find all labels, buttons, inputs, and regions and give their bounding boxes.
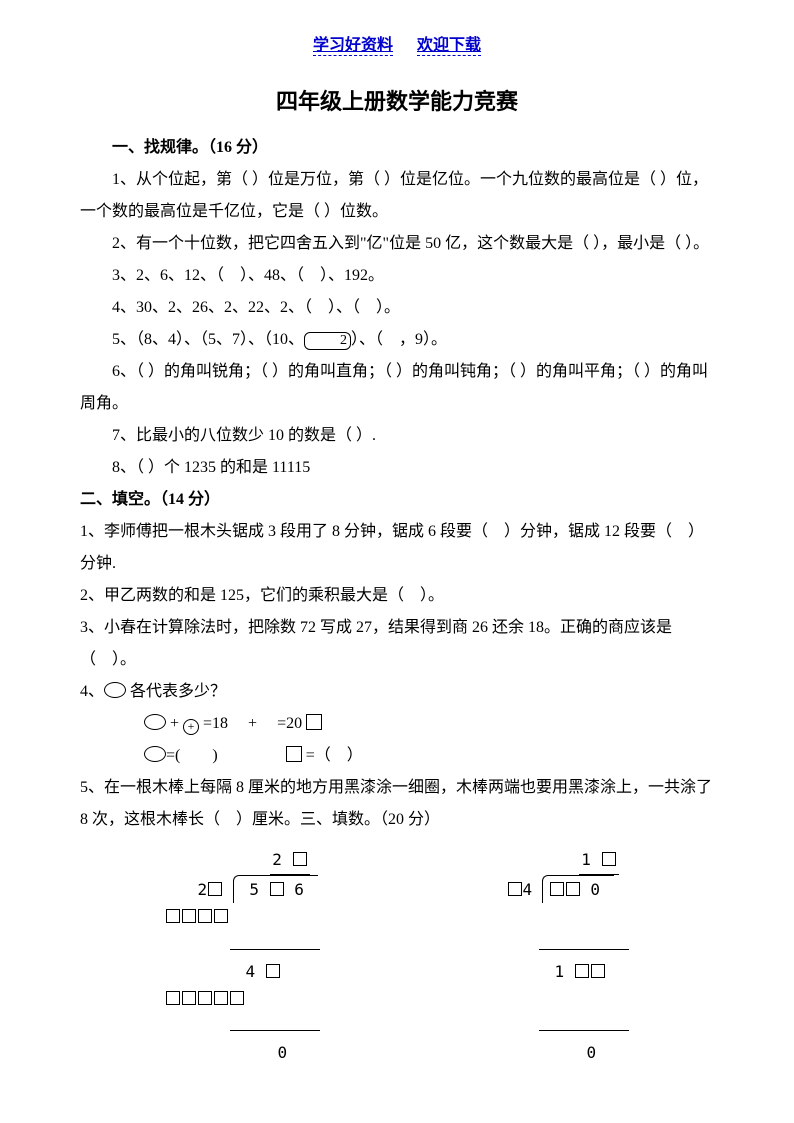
- square-icon: [306, 714, 322, 730]
- fill-4-eq1: + + =18 + =20: [80, 708, 714, 740]
- division-right: 1 4 0 1 0: [490, 846, 628, 1067]
- fill-3: 3、小春在计算除法时，把除数 72 写成 27，结果得到商 26 还余 18。正…: [80, 612, 714, 676]
- question-3: 3、2、6、12、（ ）、48、（ ）、192。: [80, 260, 714, 292]
- section-1-heading: 一、找规律。（16 分）: [80, 132, 714, 164]
- quotient-right: 1: [581, 850, 616, 869]
- question-5: 5、（8、4）、（5、7）、（10、2）、（ ，9）。: [80, 324, 714, 356]
- question-7: 7、比最小的八位数少 10 的数是（ ）.: [80, 420, 714, 452]
- fill-1: 1、李师傅把一根木头锯成 3 段用了 8 分钟，锯成 6 段要（ ）分钟，锯成 …: [80, 516, 714, 580]
- dividend-right: 0: [542, 875, 614, 903]
- question-8: 8、（ ）个 1235 的和是 11115: [80, 452, 714, 484]
- section-2-heading: 二、填空。（14 分）: [80, 484, 714, 516]
- header-link-1[interactable]: 学习好资料: [313, 37, 393, 56]
- circle-icon: [144, 746, 166, 762]
- square-icon: [286, 746, 302, 762]
- remainder-left: 0: [165, 1039, 319, 1066]
- fill-2: 2、甲乙两数的和是 125，它们的乘积最大是（ ）。: [80, 580, 714, 612]
- header: 学习好资料 欢迎下载: [80, 30, 714, 62]
- doc-title: 四年级上册数学能力竞赛: [80, 80, 714, 124]
- rounded-box-icon: 2: [304, 332, 351, 350]
- division-problems: 2 2 5 6 4 0 1 4 0 1 0: [80, 846, 714, 1067]
- boxes-row-2: [165, 985, 319, 1012]
- question-6: 6、（ ）的角叫锐角；（ ）的角叫直角；（ ）的角叫钝角；（ ）的角叫平角；（ …: [80, 356, 714, 420]
- fill-4-line1: 4、 各代表多少？: [80, 676, 714, 708]
- question-2: 2、有一个十位数，把它四舍五入到"亿"位是 50 亿，这个数最大是（ ），最小是…: [80, 228, 714, 260]
- division-left: 2 2 5 6 4 0: [165, 846, 319, 1067]
- question-4: 4、30、2、26、2、22、2、（ ）、（ ）。: [80, 292, 714, 324]
- quotient-left: 2: [272, 850, 307, 869]
- plus-circle-icon: +: [183, 719, 199, 735]
- remainder-right: 0: [490, 1039, 628, 1066]
- middle-right: 1: [490, 958, 628, 985]
- middle-left: 4: [165, 958, 319, 985]
- boxes-row-1: [165, 903, 319, 930]
- fill-4-eq2: =( ) =（ ）: [80, 740, 714, 772]
- circle-icon: [144, 714, 166, 730]
- dividend-left: 5 6: [233, 875, 318, 903]
- page-container: 学习好资料 欢迎下载 四年级上册数学能力竞赛 一、找规律。（16 分） 1、从个…: [0, 0, 794, 1107]
- header-link-2[interactable]: 欢迎下载: [417, 37, 481, 56]
- circle-icon: [104, 682, 126, 698]
- fill-5: 5、在一根木棒上每隔 8 厘米的地方用黑漆涂一细圈，木棒两端也要用黑漆涂上，一共…: [80, 772, 714, 836]
- question-1: 1、从个位起，第（ ）位是万位，第（ ）位是亿位。一个九位数的最高位是（ ）位，…: [80, 164, 714, 228]
